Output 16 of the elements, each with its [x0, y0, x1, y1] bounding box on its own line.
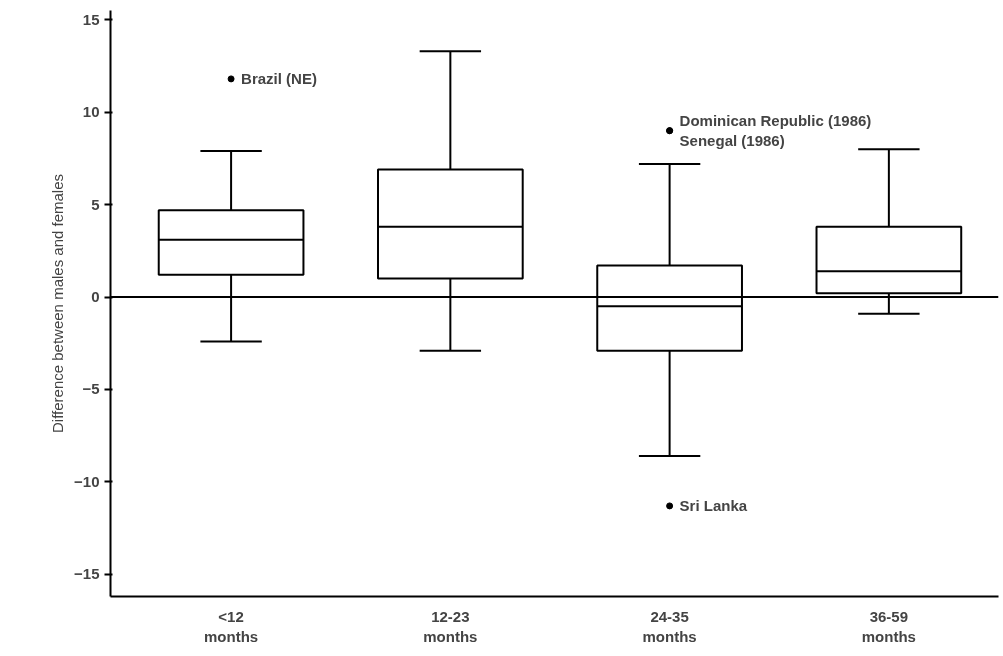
x-tick-label: 24-35 months [642, 607, 697, 645]
y-tick-label: 5 [91, 195, 100, 213]
annotation: Dominican Republic (1986) [679, 112, 872, 130]
x-tick-label: 12-23 months [423, 607, 478, 645]
y-tick-label: 10 [82, 103, 100, 121]
y-tick-label: −10 [74, 472, 100, 490]
x-tick-label: <12 months [204, 607, 259, 645]
annotation: Brazil (NE) [241, 70, 317, 88]
y-tick-label: 0 [91, 288, 100, 306]
y-tick-label: −5 [82, 380, 100, 398]
annotation: Sri Lanka [679, 497, 748, 515]
y-tick-label: 15 [82, 10, 100, 28]
annotation: Senegal (1986) [679, 132, 785, 150]
y-tick-label: −15 [74, 565, 100, 583]
y-axis-title: Difference between males and females [49, 173, 67, 434]
x-tick-label: 36-59 months [861, 607, 916, 645]
